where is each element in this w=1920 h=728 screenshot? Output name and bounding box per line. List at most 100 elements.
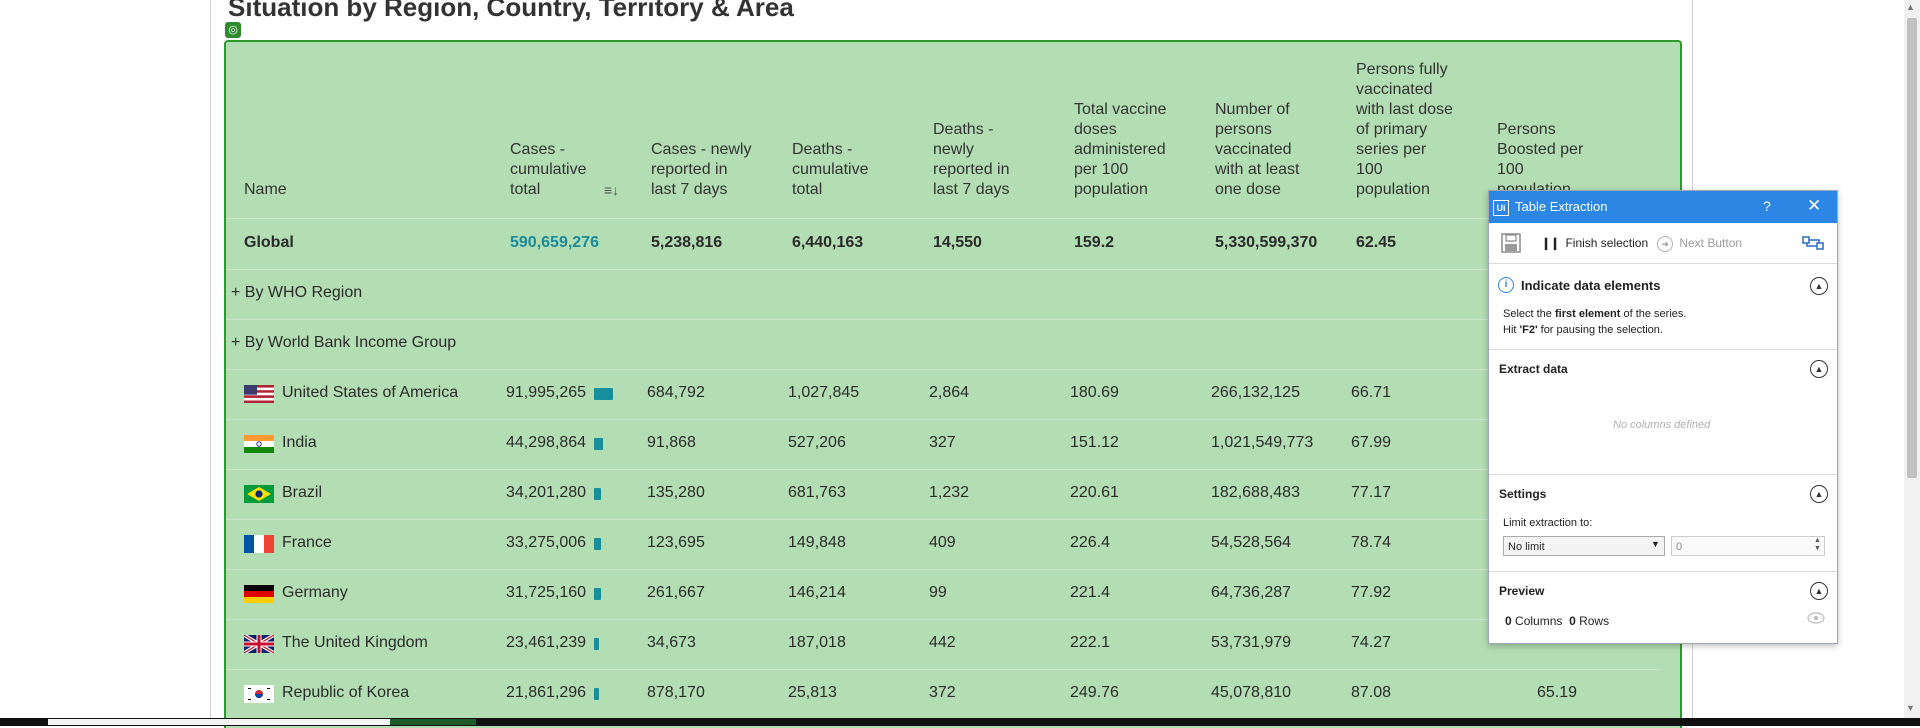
indicate-title: Indicate data elements — [1521, 278, 1661, 293]
settings-title: Settings — [1499, 487, 1547, 501]
sort-descending-icon[interactable]: ≡↓ — [604, 182, 620, 198]
column-header-line: Cases - — [510, 141, 566, 158]
cell-0: 34,201,280 — [506, 484, 587, 501]
vertical-scrollbar-thumb[interactable] — [1907, 18, 1917, 478]
cell-2: 25,813 — [788, 684, 837, 701]
cell-4: 151.12 — [1070, 434, 1119, 451]
germany-flag-icon — [244, 585, 274, 603]
column-header-line: Persons — [1497, 121, 1556, 138]
indicate-line-2-pre: Hit — [1503, 324, 1520, 336]
column-header-line: reported in — [651, 161, 728, 178]
global-cell-6: 62.45 — [1356, 234, 1397, 251]
cell-1: 91,868 — [647, 434, 696, 451]
cell-5: 45,078,810 — [1211, 684, 1292, 701]
refresh-connect-icon[interactable] — [1801, 233, 1825, 258]
global-row-name[interactable]: Global — [244, 234, 294, 251]
country-name[interactable]: Germany — [282, 584, 348, 601]
column-header-7[interactable]: Persons fully vaccinated with last dose of … — [1356, 60, 1481, 200]
collapse-indicate-icon[interactable]: ▲ — [1810, 277, 1828, 295]
eye-icon[interactable] — [1807, 611, 1825, 629]
cell-0: 33,275,006 — [506, 534, 587, 551]
collapse-preview-icon[interactable]: ▲ — [1810, 582, 1828, 600]
collapse-extract-icon[interactable]: ▲ — [1810, 360, 1828, 378]
close-button[interactable]: ✕ — [1807, 196, 1822, 215]
help-button[interactable]: ? — [1763, 198, 1771, 214]
column-header-line: one dose — [1215, 181, 1281, 198]
number-stepper-icon[interactable]: ▲ ▼ — [1814, 537, 1821, 552]
scroll-up-arrow-icon[interactable]: ▲ — [1906, 2, 1915, 12]
country-name[interactable]: India — [282, 434, 317, 451]
selection-target-icon[interactable]: ◎ — [225, 22, 241, 38]
column-header-5[interactable]: Total vaccine doses administered per 100 pop… — [1074, 100, 1199, 200]
toolbar-divider — [1489, 263, 1837, 264]
cell-6: 67.99 — [1351, 434, 1392, 451]
cases-bar — [594, 388, 613, 400]
save-icon[interactable] — [1501, 233, 1521, 258]
limit-number-input[interactable]: 0 — [1671, 536, 1825, 556]
group-expander-0[interactable]: + By WHO Region — [231, 284, 363, 301]
limit-extraction-label: Limit extraction to: — [1503, 517, 1593, 529]
cell-0: 44,298,864 — [506, 434, 587, 451]
country-name[interactable]: France — [282, 534, 332, 551]
table-row-divider — [226, 619, 1660, 620]
column-header-line: Deaths - — [792, 141, 853, 158]
country-name[interactable]: Brazil — [282, 484, 323, 501]
cases-bar — [594, 488, 601, 500]
country-name[interactable]: The United Kingdom — [282, 634, 428, 651]
cell-4: 222.1 — [1070, 634, 1111, 651]
cell-0: 31,725,160 — [506, 584, 587, 601]
cases-bar — [594, 638, 599, 650]
limit-extraction-select[interactable]: No limit — [1503, 536, 1665, 556]
collapse-settings-icon[interactable]: ▲ — [1810, 485, 1828, 503]
cell-1: 123,695 — [647, 534, 705, 551]
cell-3: 409 — [929, 534, 956, 551]
cell-3: 99 — [929, 584, 947, 601]
column-header-4[interactable]: Deaths - newly reported in last 7 days — [933, 120, 1058, 200]
global-cell-0[interactable]: 590,659,276 — [510, 234, 599, 251]
column-header-line: last 7 days — [651, 181, 728, 198]
dropdown-arrow-icon[interactable]: ▼ — [1651, 539, 1660, 549]
finish-selection-label: Finish selection — [1565, 236, 1649, 250]
cell-5: 53,731,979 — [1211, 634, 1292, 651]
cell-2: 527,206 — [788, 434, 846, 451]
column-header-line: Number of — [1215, 101, 1290, 118]
group-expander-1[interactable]: + By World Bank Income Group — [231, 334, 457, 351]
cell-3: 327 — [929, 434, 956, 451]
indicate-line-1: Select the first element of the series. — [1503, 308, 1686, 320]
extract-divider — [1489, 474, 1837, 475]
cell-5: 266,132,125 — [1211, 384, 1300, 401]
global-cell-2: 6,440,163 — [792, 234, 864, 251]
next-button[interactable]: ➜ Next Button — [1657, 236, 1742, 252]
extract-data-title: Extract data — [1499, 362, 1568, 376]
indicate-line-1-pre: Select the — [1503, 308, 1555, 320]
country-name[interactable]: Republic of Korea — [282, 684, 410, 701]
cell-0: 23,461,239 — [506, 634, 587, 651]
column-header-2[interactable]: Cases - newly reported in last 7 days — [651, 140, 776, 200]
table-row-divider — [226, 369, 1660, 370]
column-header-line: vaccinated — [1356, 81, 1433, 98]
column-header-line: cumulative — [510, 161, 587, 178]
cases-bar — [594, 538, 601, 550]
finish-selection-button[interactable]: ❙❙ Finish selection — [1541, 236, 1648, 250]
column-header-line: administered — [1074, 141, 1166, 158]
column-header-3[interactable]: Deaths - cumulative total — [792, 140, 917, 200]
cases-bar — [594, 438, 603, 450]
column-header-line: with at least — [1215, 161, 1300, 178]
columns-label: Columns — [1515, 614, 1563, 628]
scroll-down-arrow-icon[interactable]: ▼ — [1906, 703, 1915, 713]
horizontal-scrollbar-thumb[interactable] — [48, 719, 474, 725]
cell-6: 66.71 — [1351, 384, 1392, 401]
cases-bar — [594, 688, 599, 700]
column-header-line: 100 — [1497, 161, 1524, 178]
cell-5: 1,021,549,773 — [1211, 434, 1314, 451]
country-name[interactable]: United States of America — [282, 384, 459, 401]
indicate-line-2-post: for pausing the selection. — [1537, 324, 1663, 336]
indicate-line-1-post: of the series. — [1620, 308, 1687, 320]
column-header-6[interactable]: Number of persons vaccinated with at least o… — [1215, 100, 1340, 200]
column-header-0[interactable]: Name — [244, 180, 369, 200]
page-left-border — [210, 0, 211, 718]
taskbar-strip — [0, 718, 1920, 726]
column-header-1[interactable]: Cases - cumulative total — [510, 140, 635, 200]
panel-titlebar[interactable]: Ui Table Extraction ? ✕ — [1489, 191, 1837, 223]
